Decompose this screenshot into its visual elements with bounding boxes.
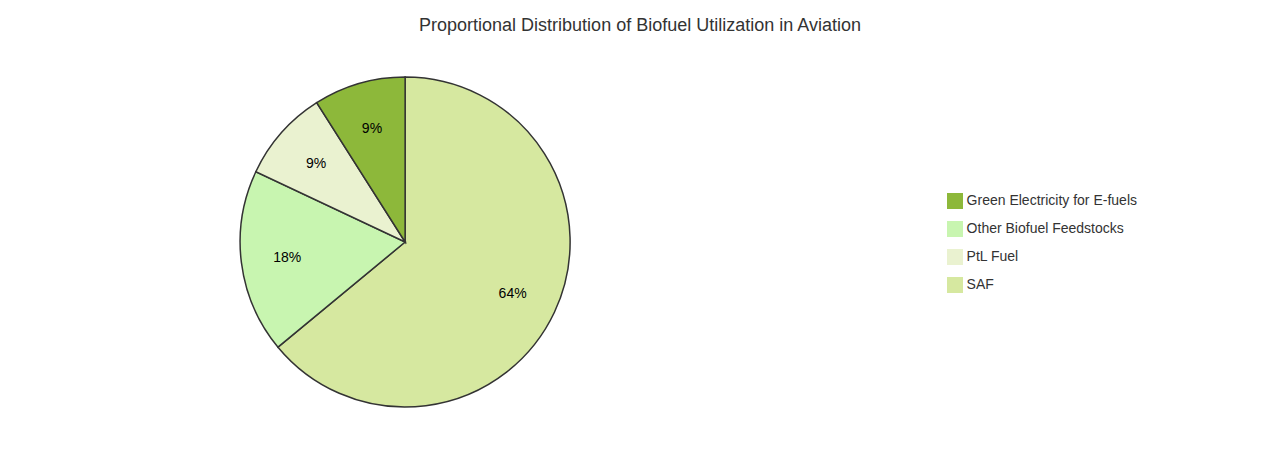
svg-text:18%: 18% bbox=[273, 249, 301, 265]
svg-text:64%: 64% bbox=[499, 285, 527, 301]
html-text:PtL Fuel: PtL Fuel bbox=[966, 248, 1019, 264]
html-text:Other Biofuel Feedstocks: Other Biofuel Feedstocks bbox=[966, 220, 1124, 236]
svg-text:9%: 9% bbox=[306, 155, 326, 171]
html-text:SAF: SAF bbox=[966, 276, 994, 292]
html-text:Green Electricity for E-fuels: Green Electricity for E-fuels bbox=[966, 192, 1137, 208]
html-text:Proportional Distribution of B: Proportional Distribution of Biofuel Uti… bbox=[419, 15, 861, 35]
svg-text:9%: 9% bbox=[362, 120, 382, 136]
